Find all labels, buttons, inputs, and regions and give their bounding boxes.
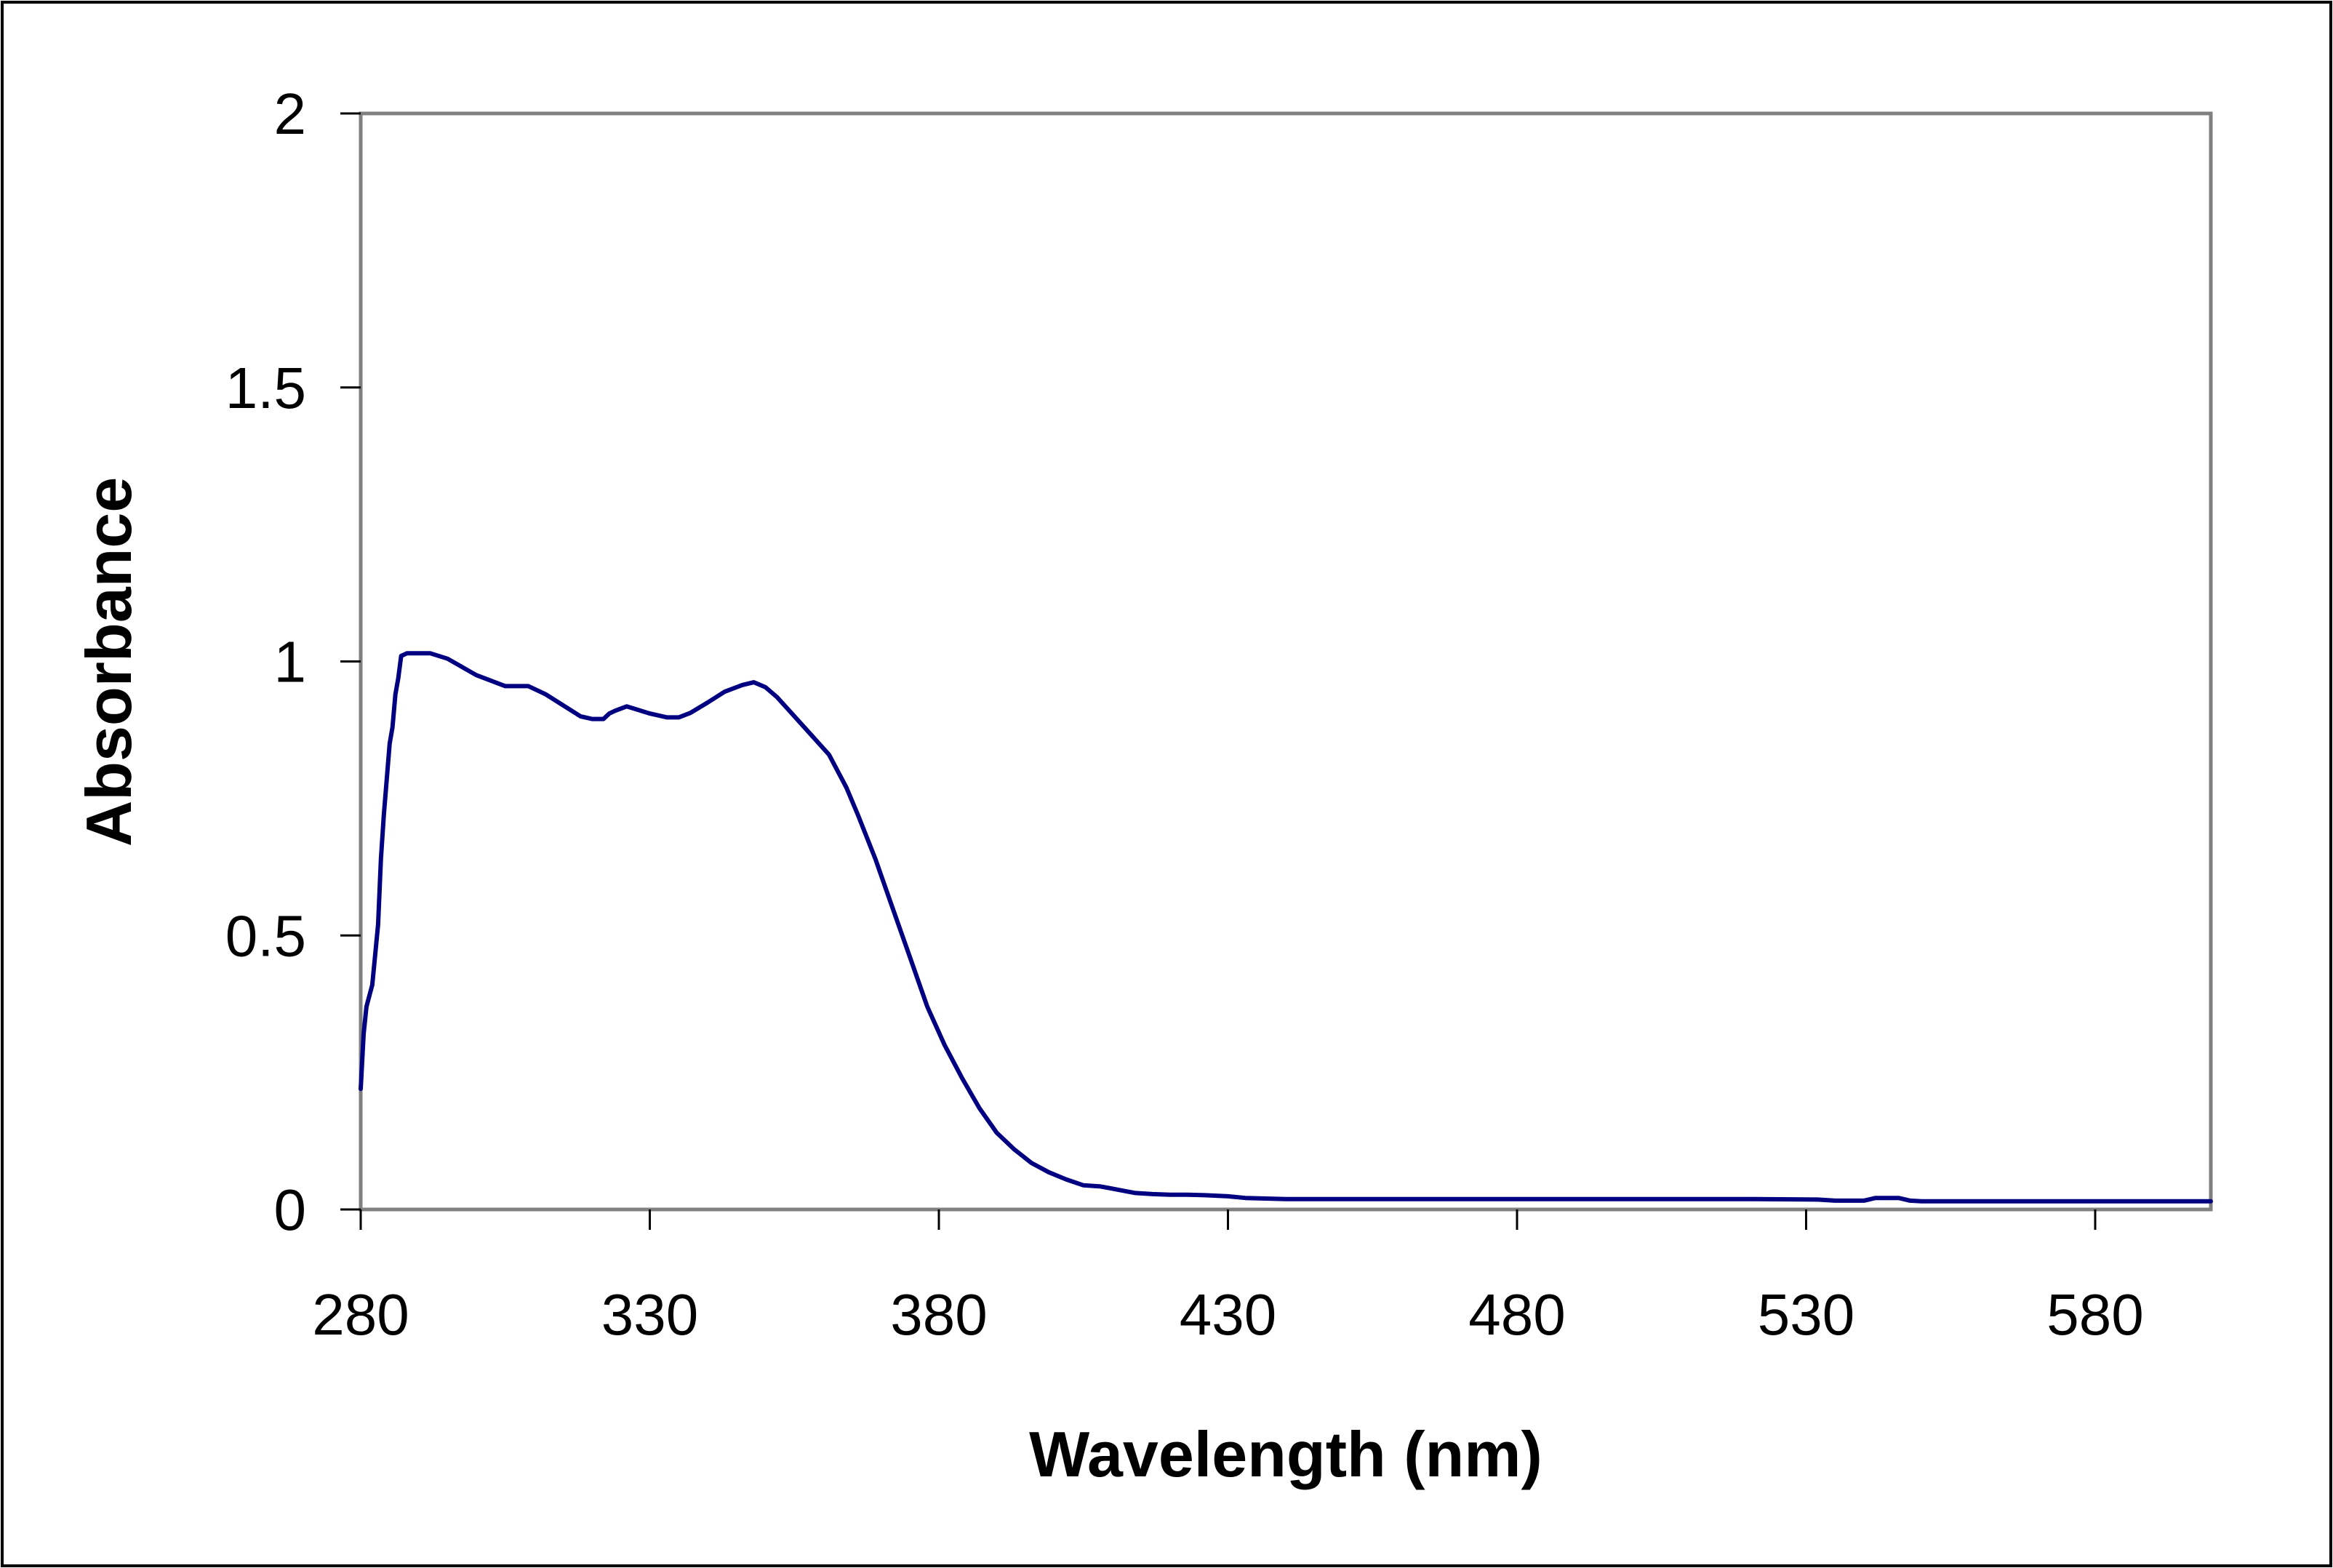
y-tick-label: 1.5 <box>225 356 306 420</box>
x-tick-label: 480 <box>1468 1282 1565 1347</box>
x-axis-title: Wavelength (nm) <box>1029 1418 1542 1490</box>
y-tick-label: 1 <box>274 630 307 695</box>
x-tick-label: 280 <box>312 1282 409 1347</box>
series-layer <box>359 651 2213 1204</box>
x-tick-label: 530 <box>1758 1282 1854 1347</box>
x-tick-label: 330 <box>601 1282 698 1347</box>
x-axis-ticks: 280 330 380 430 480 530 580 <box>312 1209 2144 1347</box>
x-tick-label: 580 <box>2046 1282 2143 1347</box>
plot-area <box>359 111 2213 1212</box>
y-tick-label: 0.5 <box>225 903 306 968</box>
x-tick-label: 430 <box>1180 1282 1276 1347</box>
y-tick-label: 0 <box>274 1177 307 1242</box>
y-axis-title: Absorbance <box>73 477 145 847</box>
y-axis-ticks: 0 0.5 1 1.5 2 <box>225 81 361 1242</box>
x-tick-label: 380 <box>890 1282 987 1347</box>
series-line-absorbance <box>359 651 2213 1204</box>
y-tick-label: 2 <box>274 81 307 146</box>
